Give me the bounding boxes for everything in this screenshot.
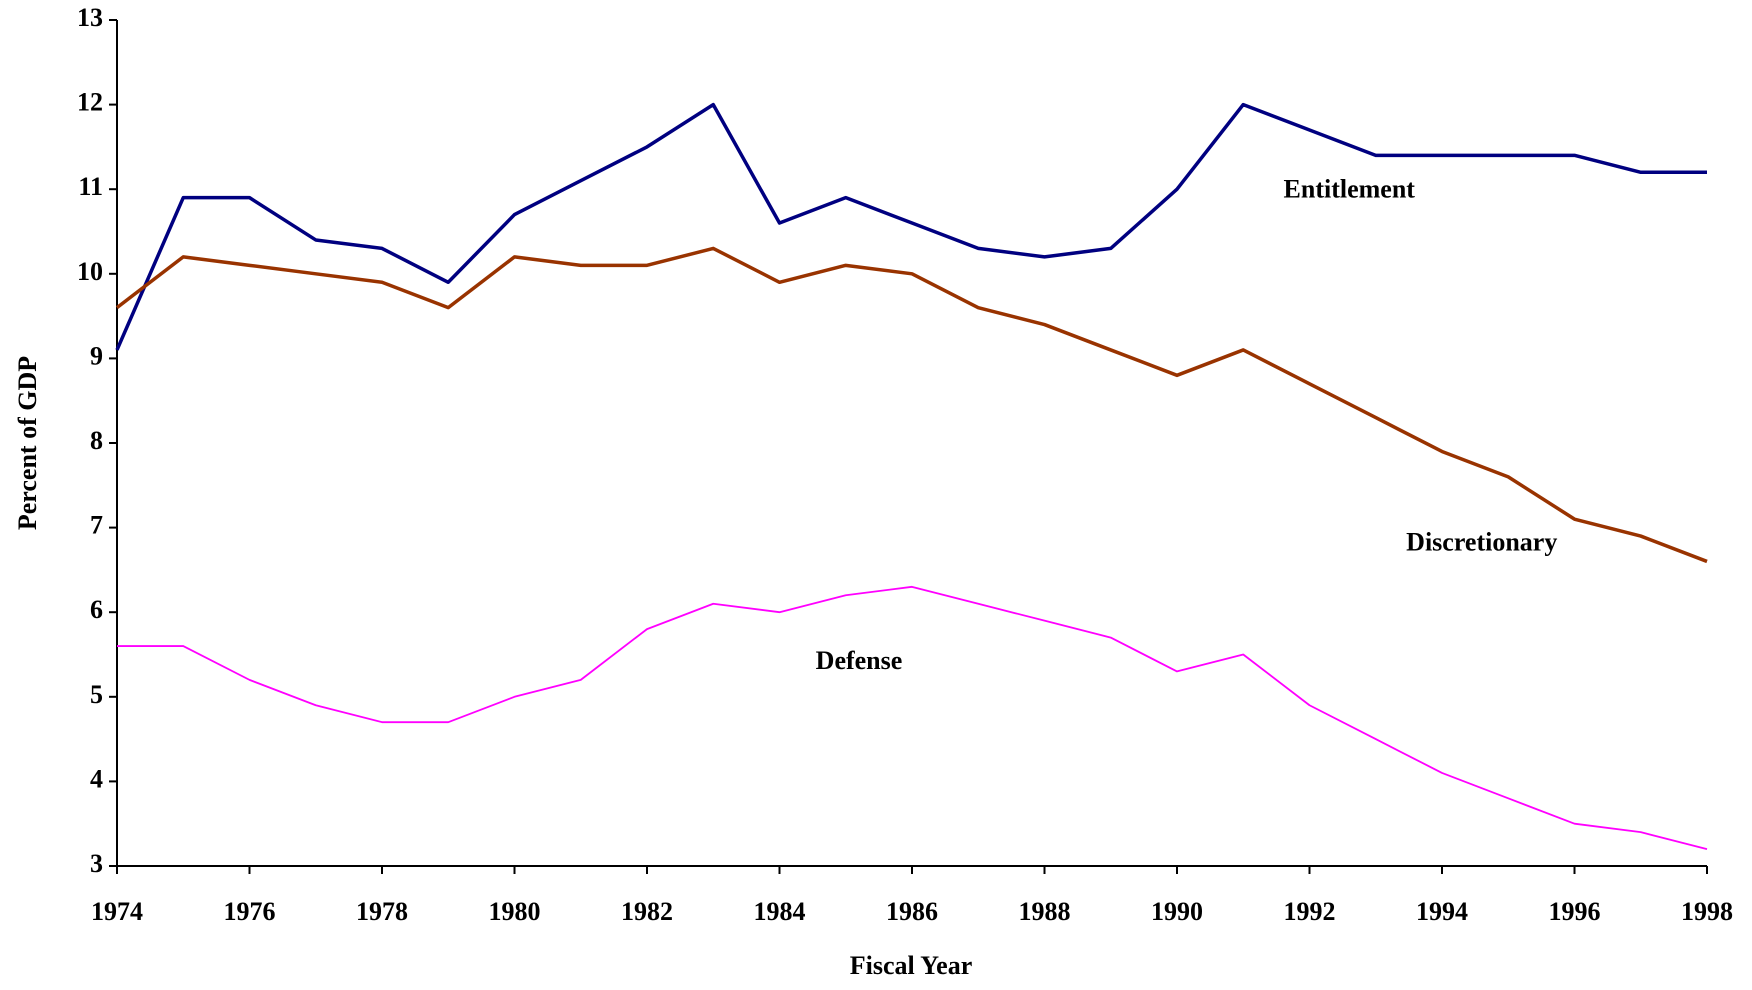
series-label: Entitlement xyxy=(1284,175,1416,204)
y-tick-label: 7 xyxy=(90,511,103,540)
x-tick-label: 1978 xyxy=(356,897,408,926)
y-tick-label: 10 xyxy=(77,257,103,286)
series-label: Discretionary xyxy=(1406,527,1557,556)
x-tick-label: 1984 xyxy=(754,897,806,926)
series-label: Defense xyxy=(816,646,903,675)
x-tick-label: 1996 xyxy=(1549,897,1601,926)
y-tick-label: 3 xyxy=(90,849,103,878)
series-line xyxy=(115,102,1707,351)
y-tick-label: 5 xyxy=(90,680,103,709)
y-tick-label: 8 xyxy=(90,426,103,455)
x-tick-label: 1998 xyxy=(1681,897,1733,926)
series-line xyxy=(117,585,1708,850)
x-tick-label: 1992 xyxy=(1284,897,1336,926)
y-tick-label: 9 xyxy=(90,341,103,370)
x-tick-label: 1976 xyxy=(224,897,276,926)
x-tick-label: 1982 xyxy=(621,897,673,926)
y-axis-label: Percent of GDP xyxy=(13,356,42,530)
y-tick-label: 4 xyxy=(90,764,103,793)
x-axis-label: Fiscal Year xyxy=(850,951,973,980)
x-tick-label: 1974 xyxy=(91,897,143,926)
x-tick-label: 1990 xyxy=(1151,897,1203,926)
x-tick-label: 1980 xyxy=(489,897,541,926)
y-tick-label: 11 xyxy=(78,172,103,201)
x-tick-label: 1994 xyxy=(1416,897,1468,926)
y-tick-label: 13 xyxy=(77,3,103,32)
x-tick-label: 1986 xyxy=(886,897,938,926)
y-tick-label: 6 xyxy=(90,595,103,624)
x-tick-label: 1988 xyxy=(1019,897,1071,926)
series-line xyxy=(115,246,1708,564)
y-tick-label: 12 xyxy=(77,88,103,117)
